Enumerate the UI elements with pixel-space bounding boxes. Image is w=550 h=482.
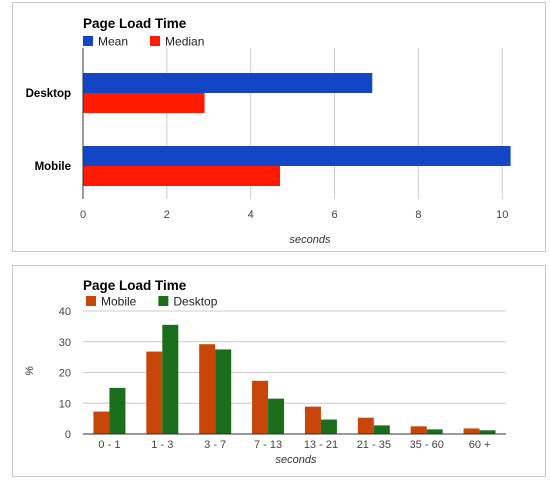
- category-label: Mobile: [35, 161, 71, 173]
- bar-desktop-mean: [83, 73, 373, 93]
- x-axis-label: seconds: [276, 454, 317, 466]
- bar-0-1-desktop: [109, 387, 126, 434]
- legend-label-mean: Mean: [98, 35, 128, 49]
- bar-35-60-mobile: [410, 426, 427, 434]
- x-tick-label: 21 - 35: [357, 439, 391, 451]
- bar-1-3-mobile: [146, 351, 163, 434]
- bar-7-13-mobile: [252, 380, 269, 434]
- plot-area: 0 10 20 30 40 0 - 1 1 - 3 3 - 7 7 - 13 13 - 21 21 …: [59, 306, 506, 451]
- legend-label-desktop: Desktop: [173, 295, 217, 309]
- x-tick-label: 2: [164, 209, 170, 221]
- x-tick-label: 1 - 3: [151, 439, 173, 451]
- bar-60-mobile: [463, 428, 480, 434]
- plot-area: 0 2 4 6 8 10 Desktop Mobile: [26, 48, 511, 221]
- x-tick-label: 7 - 13: [254, 439, 282, 451]
- bar-mobile-mean: [83, 146, 511, 166]
- bar-21-35-desktop: [373, 425, 390, 434]
- y-tick-label: 0: [65, 429, 71, 441]
- legend-swatch-mean: [83, 36, 93, 46]
- x-tick-label: 60 +: [469, 439, 491, 451]
- bar-13-21-desktop: [320, 419, 337, 434]
- category-label: Desktop: [26, 88, 71, 100]
- chart-panel-page-load-time-mean-median: Page Load Time Mean Median 0 2 4 6 8 10 Desktop…: [12, 2, 546, 252]
- x-tick-label: 0: [80, 209, 86, 221]
- y-tick-label: 40: [59, 306, 71, 318]
- x-tick-label: 3 - 7: [204, 439, 226, 451]
- bar-13-21-mobile: [304, 406, 321, 434]
- bar-21-35-mobile: [357, 417, 374, 434]
- bar-3-7-mobile: [199, 344, 216, 434]
- bar-7-13-desktop: [268, 398, 285, 434]
- bar-60-desktop: [479, 430, 496, 434]
- legend-swatch-median: [150, 36, 161, 46]
- vertical-bar-chart: Page Load Time Mobile Desktop 0 10 20 30 40 0 …: [24, 278, 506, 466]
- y-tick-label: 30: [59, 337, 71, 349]
- x-tick-label: 13 - 21: [304, 439, 338, 451]
- bar-1-3-desktop: [162, 324, 179, 434]
- x-tick-label: 6: [331, 209, 337, 221]
- x-tick-label: 10: [496, 209, 508, 221]
- x-tick-label: 35 - 60: [410, 439, 444, 451]
- horizontal-bar-chart: Page Load Time Mean Median 0 2 4 6 8 10 Desktop…: [26, 16, 511, 246]
- chart-title: Page Load Time: [83, 16, 187, 31]
- y-tick-label: 10: [59, 398, 71, 410]
- x-tick-label: 4: [248, 209, 254, 221]
- bar-mobile-median: [83, 166, 281, 186]
- x-tick-label: 0 - 1: [98, 439, 120, 451]
- legend-swatch-desktop: [158, 296, 169, 306]
- bar-desktop-median: [83, 93, 205, 113]
- bar-3-7-desktop: [215, 349, 232, 434]
- legend-label-median: Median: [165, 35, 204, 49]
- chart-title: Page Load Time: [83, 278, 187, 293]
- x-axis-label: seconds: [290, 234, 331, 246]
- legend: Mean Median: [83, 35, 204, 49]
- chart-panel-page-load-time-distribution: Page Load Time Mobile Desktop 0 10 20 30 40 0 …: [12, 265, 546, 477]
- y-axis-label: %: [24, 366, 36, 376]
- bar-0-1-mobile: [93, 411, 110, 434]
- legend-swatch-mobile: [86, 296, 96, 306]
- y-tick-label: 20: [59, 368, 71, 380]
- legend: Mobile Desktop: [86, 295, 218, 309]
- legend-label-mobile: Mobile: [101, 295, 137, 309]
- x-tick-label: 8: [415, 209, 421, 221]
- bar-35-60-desktop: [426, 429, 443, 434]
